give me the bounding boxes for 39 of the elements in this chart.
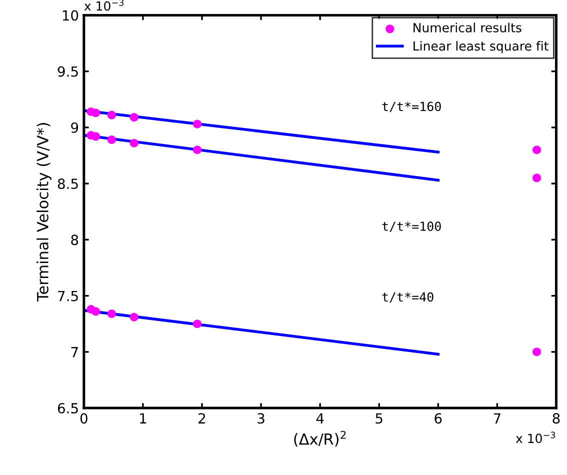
- point: [192, 120, 202, 128]
- x-tick-label: 7: [494, 413, 500, 424]
- y-tick-label: 6.5: [58, 402, 78, 414]
- point: [192, 146, 202, 154]
- legend-label: Linear least square fit: [414, 41, 548, 54]
- point: [91, 108, 100, 118]
- legend-label: Numerical results: [414, 22, 522, 32]
- y-tick-label: 9: [71, 122, 78, 133]
- y-tick-label: 8.5: [58, 178, 78, 190]
- point: [107, 136, 116, 144]
- x-tick-label: 2: [198, 413, 206, 424]
- annotation: t/t*=40: [382, 292, 434, 303]
- text: x 10$^{−3}$: [516, 432, 556, 444]
- point: [130, 138, 138, 148]
- point: [532, 348, 542, 356]
- point: [91, 307, 100, 316]
- annotation: t/t*=100: [382, 222, 441, 232]
- point: [192, 320, 202, 328]
- x-axis-title: (Δx/R)$^{2}$: [294, 430, 346, 447]
- point: [107, 110, 116, 120]
- point: [130, 113, 138, 122]
- point: [130, 312, 138, 322]
- y-tick-label: 9.5: [58, 66, 78, 77]
- y-tick-label: 10: [62, 10, 78, 21]
- point: [532, 146, 542, 154]
- x-tick-label: 3: [258, 413, 264, 424]
- annotation: t/t*=160: [382, 102, 441, 112]
- x-tick-label: 8: [552, 413, 560, 424]
- x-tick-label: 1: [140, 413, 146, 424]
- x-tick-label: 0: [80, 413, 88, 424]
- x-tick-label: 5: [376, 413, 382, 424]
- point: [107, 309, 116, 318]
- x-tick-label: 6: [434, 413, 442, 424]
- y-tick-label: 8: [71, 234, 78, 246]
- y-axis-title: Terminal Velocity (V/V*): [36, 123, 52, 302]
- point: [532, 174, 542, 182]
- x-tick-label: 4: [316, 413, 324, 424]
- y-tick-label: 7: [71, 347, 78, 358]
- y-tick-label: 7.5: [58, 290, 78, 302]
